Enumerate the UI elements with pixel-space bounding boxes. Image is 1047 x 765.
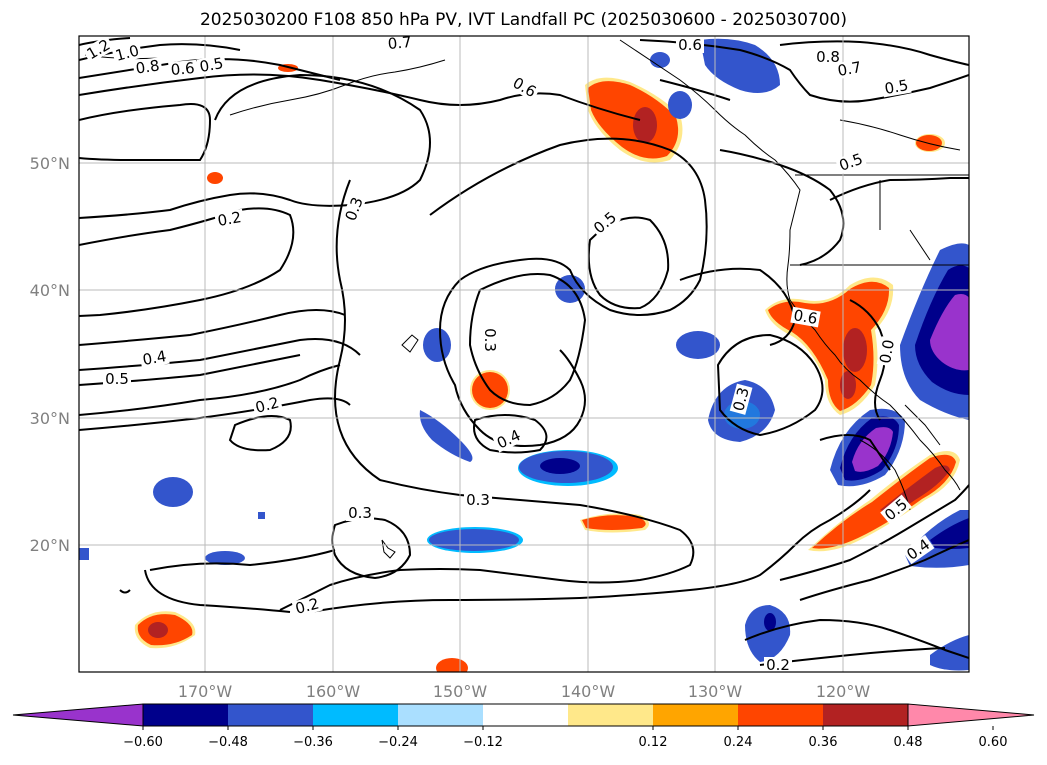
colorbar-segment bbox=[483, 704, 568, 726]
colorbar-extend-max bbox=[907, 703, 1035, 727]
negative-blob-mexico bbox=[830, 408, 969, 671]
lat-tick-label: 20°N bbox=[30, 536, 70, 555]
colorbar-segment bbox=[228, 704, 313, 726]
contour-labels: 1.2 1.00.8 0.6 0.50.70.60.60.80.70.50.50.2 0… bbox=[82, 33, 935, 674]
lon-tick-label: 130°W bbox=[688, 682, 743, 701]
colorbar-segment bbox=[653, 704, 738, 726]
contour-label: 0.6 bbox=[170, 59, 195, 79]
contour-label: 0.3 bbox=[348, 504, 372, 522]
lon-tick-label: 160°W bbox=[306, 682, 361, 701]
lat-tick-label: 30°N bbox=[30, 409, 70, 428]
colorbar-tick-label: −0.12 bbox=[463, 735, 503, 750]
lon-tick-label: 170°W bbox=[178, 682, 233, 701]
colorbar-segment bbox=[143, 704, 228, 726]
longitude-labels: 170°W 160°W 150°W 140°W 130°W 120°W bbox=[178, 682, 871, 701]
contour-label: 0.5 bbox=[883, 76, 910, 98]
map-title: 2025030200 F108 850 hPa PV, IVT Landfall… bbox=[199, 10, 847, 30]
negative-blob-alaska bbox=[650, 38, 780, 119]
graticule bbox=[79, 36, 969, 672]
colorbar: −0.60 −0.48 −0.36 −0.24 −0.12 0.12 0.24 0.36 0.4… bbox=[12, 703, 1035, 750]
lon-tick-label: 140°W bbox=[561, 682, 616, 701]
colorbar-tick-label: −0.60 bbox=[123, 735, 163, 750]
contour-label: 0.5 bbox=[105, 370, 129, 388]
lon-tick-label: 150°W bbox=[433, 682, 488, 701]
negative-blob-east bbox=[900, 243, 969, 420]
contour-label: 0.8 bbox=[135, 56, 161, 77]
positive-blob-gulf-alaska bbox=[585, 77, 683, 163]
colorbar-tick-label: 0.12 bbox=[639, 735, 668, 750]
colorbar-tick-label: −0.48 bbox=[208, 735, 248, 750]
contour-label: 0.3 bbox=[466, 491, 490, 509]
colorbar-segment bbox=[823, 704, 908, 726]
colorbar-tick-label: −0.36 bbox=[293, 735, 333, 750]
contour-label: 0.2 bbox=[293, 594, 321, 618]
latitude-labels: 50°N 40°N 30°N 20°N bbox=[30, 154, 70, 555]
colorbar-segment bbox=[313, 704, 398, 726]
pv-contours bbox=[79, 37, 969, 666]
contour-label: 0.2 bbox=[253, 393, 281, 417]
lat-tick-label: 40°N bbox=[30, 281, 70, 300]
colorbar-tick-label: 0.24 bbox=[724, 735, 753, 750]
colorbar-segment bbox=[738, 704, 823, 726]
lat-tick-label: 50°N bbox=[30, 154, 70, 173]
colorbar-tick-label: 0.48 bbox=[894, 735, 923, 750]
colorbar-segment bbox=[398, 704, 483, 726]
colorbar-tick-label: 0.60 bbox=[979, 735, 1008, 750]
colorbar-segment bbox=[568, 704, 653, 726]
contour-label: 0.7 bbox=[387, 33, 412, 53]
contour-label: 0.3 bbox=[481, 328, 499, 352]
map-frame bbox=[78, 35, 970, 673]
map-plot-area: 1.2 1.00.8 0.6 0.50.70.60.60.80.70.50.50.2 0… bbox=[79, 33, 969, 674]
contour-label: 0.0 bbox=[876, 338, 898, 365]
colorbar-tick-label: 0.36 bbox=[809, 735, 838, 750]
contour-label: 0.3 bbox=[729, 385, 753, 413]
contour-label: 0.2 bbox=[766, 656, 790, 674]
colorbar-frame bbox=[142, 703, 909, 727]
contour-label: 0.4 bbox=[141, 347, 168, 369]
colorbar-tick-label: −0.24 bbox=[378, 735, 418, 750]
contour-label: 0.7 bbox=[836, 58, 863, 80]
negative-blob-misc bbox=[79, 275, 791, 662]
contour-label: 0.6 bbox=[678, 36, 702, 54]
contour-label: 0.2 bbox=[216, 208, 243, 230]
contour-label: 1.0 bbox=[113, 41, 141, 65]
lon-tick-label: 120°W bbox=[816, 682, 871, 701]
colorbar-extend-min bbox=[12, 703, 144, 727]
contour-label: 0.5 bbox=[198, 54, 225, 76]
contour-label: 0.6 bbox=[792, 306, 819, 328]
contour-label: 0.8 bbox=[816, 48, 840, 66]
